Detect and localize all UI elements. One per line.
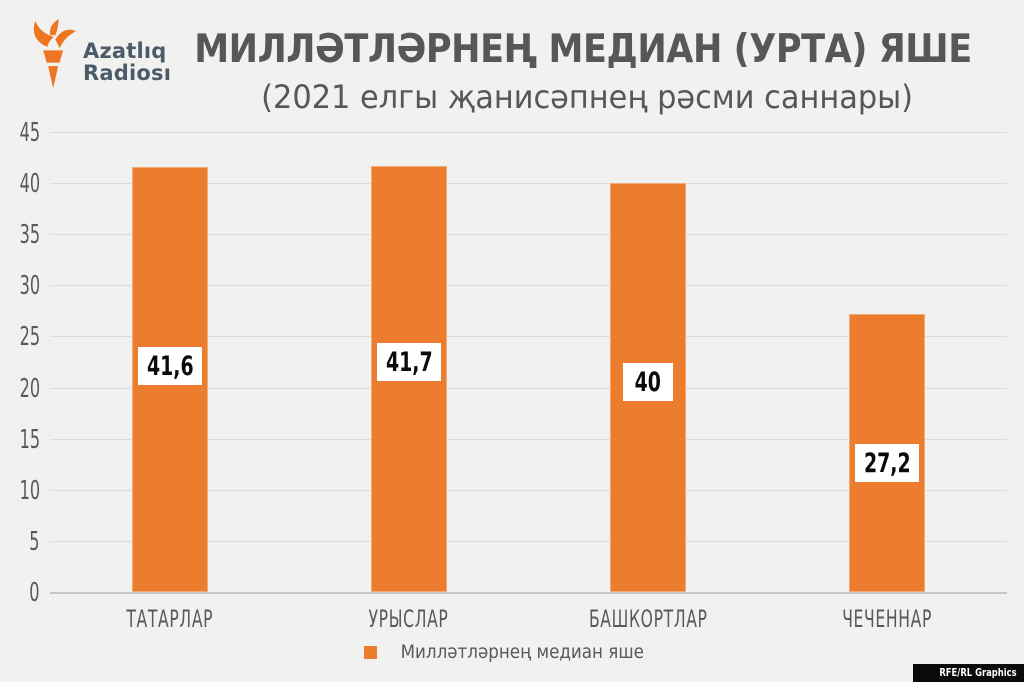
y-axis-tick-label: 10 — [0, 476, 40, 506]
y-axis-tick-label: 45 — [0, 118, 40, 148]
y-axis-tick-label: 30 — [0, 271, 40, 301]
gridline — [50, 132, 1007, 133]
x-axis-category-text: БАШКОРТЛАР — [589, 605, 708, 633]
bar-value-text: 41,6 — [146, 350, 194, 382]
chart-legend: Милләтләрнең медиан яше — [0, 641, 1024, 663]
y-axis-tick-text: 10 — [19, 476, 40, 506]
x-axis-category-text: ТАТАРЛАР — [126, 605, 213, 633]
x-axis-category-text: ЧЕЧЕННАР — [842, 605, 933, 633]
y-axis-tick-label: 5 — [0, 527, 40, 557]
gridline — [50, 336, 1007, 337]
y-axis-tick-label: 15 — [0, 425, 40, 455]
legend-swatch — [363, 645, 377, 659]
gridline — [50, 541, 1007, 542]
x-axis-category-label: БАШКОРТЛАР — [529, 604, 768, 634]
chart-subtitle: (2021 елгы җанисәпнең рәсми саннары) — [145, 74, 1024, 120]
legend-label: Милләтләрнең медиан яше — [384, 641, 661, 663]
y-axis-tick-text: 40 — [19, 169, 40, 199]
bar-value-label: 40 — [623, 363, 673, 401]
bar-value-label: 41,7 — [377, 343, 441, 381]
gridline — [50, 439, 1007, 440]
brand-name-line2: Radiosı — [83, 61, 172, 85]
y-axis-tick-text: 45 — [19, 118, 40, 148]
brand-name-line1: Azatlıq — [83, 39, 167, 63]
x-axis-category-text: УРЫСЛАР — [368, 605, 449, 633]
gridline — [50, 490, 1007, 491]
credit-text: RFE/RL Graphics — [939, 667, 1017, 679]
y-axis-tick-label: 25 — [0, 322, 40, 352]
y-axis-tick-label: 0 — [0, 578, 40, 608]
gridline — [50, 285, 1007, 286]
chart-subtitle-text: (2021 елгы җанисәпнең рәсми саннары) — [261, 78, 913, 116]
credit-badge: RFE/RL Graphics — [913, 664, 1024, 682]
y-axis-tick-text: 15 — [19, 425, 40, 455]
y-axis-tick-label: 20 — [0, 374, 40, 404]
x-axis-category-label: ТАТАРЛАР — [50, 604, 289, 634]
y-axis-tick-text: 20 — [19, 374, 40, 404]
y-axis-tick-text: 25 — [19, 322, 40, 352]
chart-title: МИЛЛӘТЛӘРНЕҢ МЕДИАН (УРТА) ЯШЕ — [140, 24, 1024, 74]
brand-logo: Azatlıq Radiosı — [26, 18, 171, 90]
y-axis-tick-label: 35 — [0, 220, 40, 250]
bar-value-text: 40 — [634, 366, 662, 398]
bar-value-text: 41,7 — [385, 346, 433, 378]
x-axis-category-label: ЧЕЧЕННАР — [768, 604, 1007, 634]
torch-icon — [33, 19, 76, 89]
gridline — [50, 388, 1007, 389]
bar-value-label: 27,2 — [855, 444, 919, 482]
chart-title-text: МИЛЛӘТЛӘРНЕҢ МЕДИАН (УРТА) ЯШЕ — [193, 26, 972, 72]
y-axis-tick-text: 35 — [19, 220, 40, 250]
y-axis-tick-text: 30 — [19, 271, 40, 301]
bar-value-label: 41,6 — [138, 347, 202, 385]
y-axis-tick-text: 0 — [29, 578, 40, 608]
gridline — [50, 183, 1007, 184]
legend-label-text: Милләтләрнең медиан яше — [400, 641, 644, 663]
y-axis-tick-label: 40 — [0, 169, 40, 199]
y-axis-tick-text: 5 — [29, 527, 40, 557]
x-axis-baseline — [50, 592, 1007, 594]
bar-value-text: 27,2 — [863, 447, 911, 479]
gridline — [50, 234, 1007, 235]
x-axis-category-label: УРЫСЛАР — [289, 604, 528, 634]
